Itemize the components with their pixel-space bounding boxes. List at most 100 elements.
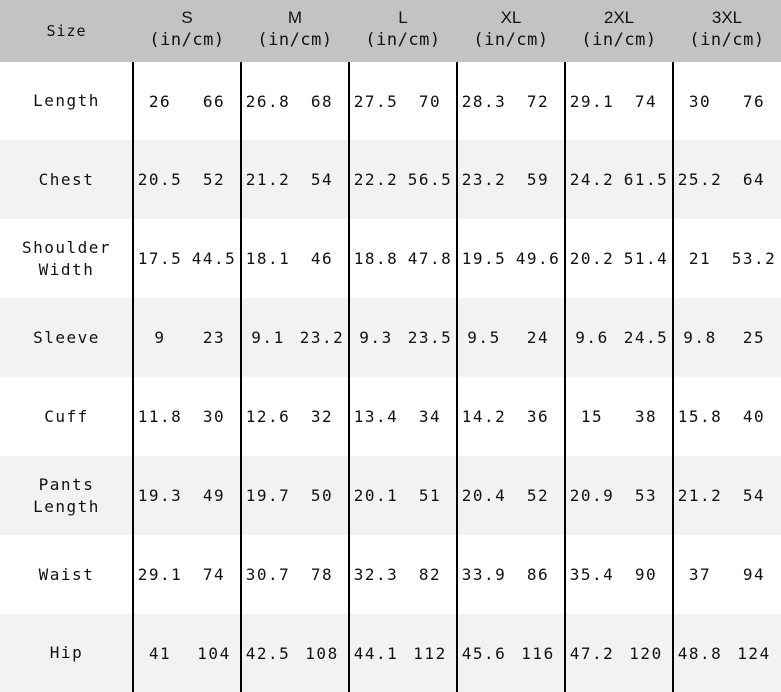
- cm-value: 50: [310, 486, 334, 505]
- row-label: Cuff: [44, 406, 89, 426]
- table-row: Chest 20.5 52 21.2 54 22.2 56.5 23.2 59 24.2 61.5 2…: [0, 140, 781, 219]
- cm-value: 64: [742, 170, 766, 189]
- in-value: 26: [148, 91, 172, 111]
- size-name: XL: [500, 8, 522, 27]
- in-value: 21.2: [677, 486, 723, 505]
- in-value: 41: [148, 643, 172, 663]
- in-value: 21.2: [245, 170, 291, 189]
- in-value: 18.8: [353, 249, 399, 268]
- cm-value: 120: [629, 643, 663, 663]
- in-value: 27.5: [353, 91, 399, 111]
- in-value: 19.7: [245, 486, 291, 505]
- cm-value: 52: [202, 170, 226, 189]
- in-value: 33.9: [461, 565, 507, 584]
- unit-label: (in/cm): [689, 30, 765, 50]
- cm-value: 51.4: [623, 249, 669, 268]
- cm-value: 32: [310, 407, 334, 426]
- cm-value: 124: [737, 643, 771, 663]
- in-value: 47.2: [569, 643, 615, 663]
- cm-value: 66: [202, 91, 226, 111]
- cm-value: 56.5: [407, 170, 453, 189]
- table-header-row: Size S (in/cm) M (in/cm) L (in/cm) XL (in/cm) 2X…: [0, 0, 781, 62]
- cm-value: 104: [197, 643, 231, 663]
- header-size-m: M (in/cm): [241, 0, 349, 62]
- table-row: Length 26 66 26.8 68 27.5 70 28.3 72 29.1 74 30 76: [0, 62, 781, 140]
- in-value: 29.1: [569, 91, 615, 111]
- cm-value: 49.6: [515, 249, 561, 268]
- in-value: 12.6: [245, 407, 291, 426]
- in-value: 48.8: [677, 643, 723, 663]
- in-value: 20.1: [353, 486, 399, 505]
- cm-value: 108: [305, 643, 339, 663]
- column-divider: [564, 62, 566, 692]
- size-name: 3XL: [711, 8, 743, 27]
- in-value: 9.8: [683, 328, 717, 347]
- in-value: 13.4: [353, 407, 399, 426]
- row-label: Pants Length: [33, 474, 100, 516]
- unit-label: (in/cm): [581, 30, 657, 50]
- header-size-s: S (in/cm): [133, 0, 241, 62]
- cm-value: 34: [418, 407, 442, 426]
- unit-label: (in/cm): [473, 30, 549, 50]
- in-value: 17.5: [137, 249, 183, 268]
- in-value: 15: [580, 407, 604, 426]
- header-size-2xl: 2XL (in/cm): [565, 0, 673, 62]
- in-value: 20.5: [137, 170, 183, 189]
- table-row: Waist 29.1 74 30.7 78 32.3 82 33.9 86 35.4 90 37 94: [0, 535, 781, 614]
- cm-value: 40: [742, 407, 766, 426]
- header-size-xl: XL (in/cm): [457, 0, 565, 62]
- in-value: 22.2: [353, 170, 399, 189]
- cm-value: 53: [634, 486, 658, 505]
- in-value: 20.2: [569, 249, 615, 268]
- cm-value: 70: [418, 91, 442, 111]
- cm-value: 25: [742, 328, 766, 347]
- cm-value: 90: [634, 565, 658, 584]
- in-value: 25.2: [677, 170, 723, 189]
- in-value: 35.4: [569, 565, 615, 584]
- cm-value: 74: [202, 565, 226, 584]
- in-value: 14.2: [461, 407, 507, 426]
- cm-value: 59: [526, 170, 550, 189]
- in-value: 23.2: [461, 170, 507, 189]
- unit-label: (in/cm): [365, 30, 441, 50]
- row-label: Sleeve: [33, 327, 100, 347]
- cm-value: 52: [526, 486, 550, 505]
- in-value: 26.8: [245, 91, 291, 111]
- unit-label: (in/cm): [149, 30, 225, 50]
- header-size-3xl: 3XL (in/cm): [673, 0, 781, 62]
- header-size-l: L (in/cm): [349, 0, 457, 62]
- in-value: 30: [688, 91, 712, 111]
- cm-value: 23: [202, 328, 226, 347]
- column-divider: [132, 62, 134, 692]
- in-value: 30.7: [245, 565, 291, 584]
- in-value: 28.3: [461, 91, 507, 111]
- in-value: 21: [688, 249, 712, 268]
- cm-value: 74: [634, 91, 658, 111]
- cm-value: 68: [310, 91, 334, 111]
- cm-value: 72: [526, 91, 550, 111]
- cm-value: 23.5: [407, 328, 453, 347]
- in-value: 19.3: [137, 486, 183, 505]
- size-name: S: [181, 8, 193, 27]
- size-name: L: [398, 8, 408, 27]
- in-value: 9.1: [251, 328, 285, 347]
- table-row: Pants Length 19.3 49 19.7 50 20.1 51 20.4 52 20.9…: [0, 456, 781, 535]
- in-value: 29.1: [137, 565, 183, 584]
- in-value: 20.9: [569, 486, 615, 505]
- row-label: Waist: [38, 564, 95, 584]
- table-row: Sleeve 9 23 9.1 23.2 9.3 23.5 9.5 24 9.6 24.5 9.8 25: [0, 298, 781, 377]
- row-label: Chest: [38, 169, 95, 189]
- row-label: Length: [33, 91, 100, 110]
- in-value: 9: [154, 328, 166, 347]
- cm-value: 86: [526, 565, 550, 584]
- cm-value: 116: [521, 643, 555, 663]
- cm-value: 82: [418, 565, 442, 584]
- in-value: 9.5: [467, 328, 501, 347]
- cm-value: 54: [742, 486, 766, 505]
- in-value: 32.3: [353, 565, 399, 584]
- table-row: Cuff 11.8 30 12.6 32 13.4 34 14.2 36 15 38 15.8 40: [0, 377, 781, 456]
- in-value: 18.1: [245, 249, 291, 268]
- cm-value: 36: [526, 407, 550, 426]
- column-divider: [456, 62, 458, 692]
